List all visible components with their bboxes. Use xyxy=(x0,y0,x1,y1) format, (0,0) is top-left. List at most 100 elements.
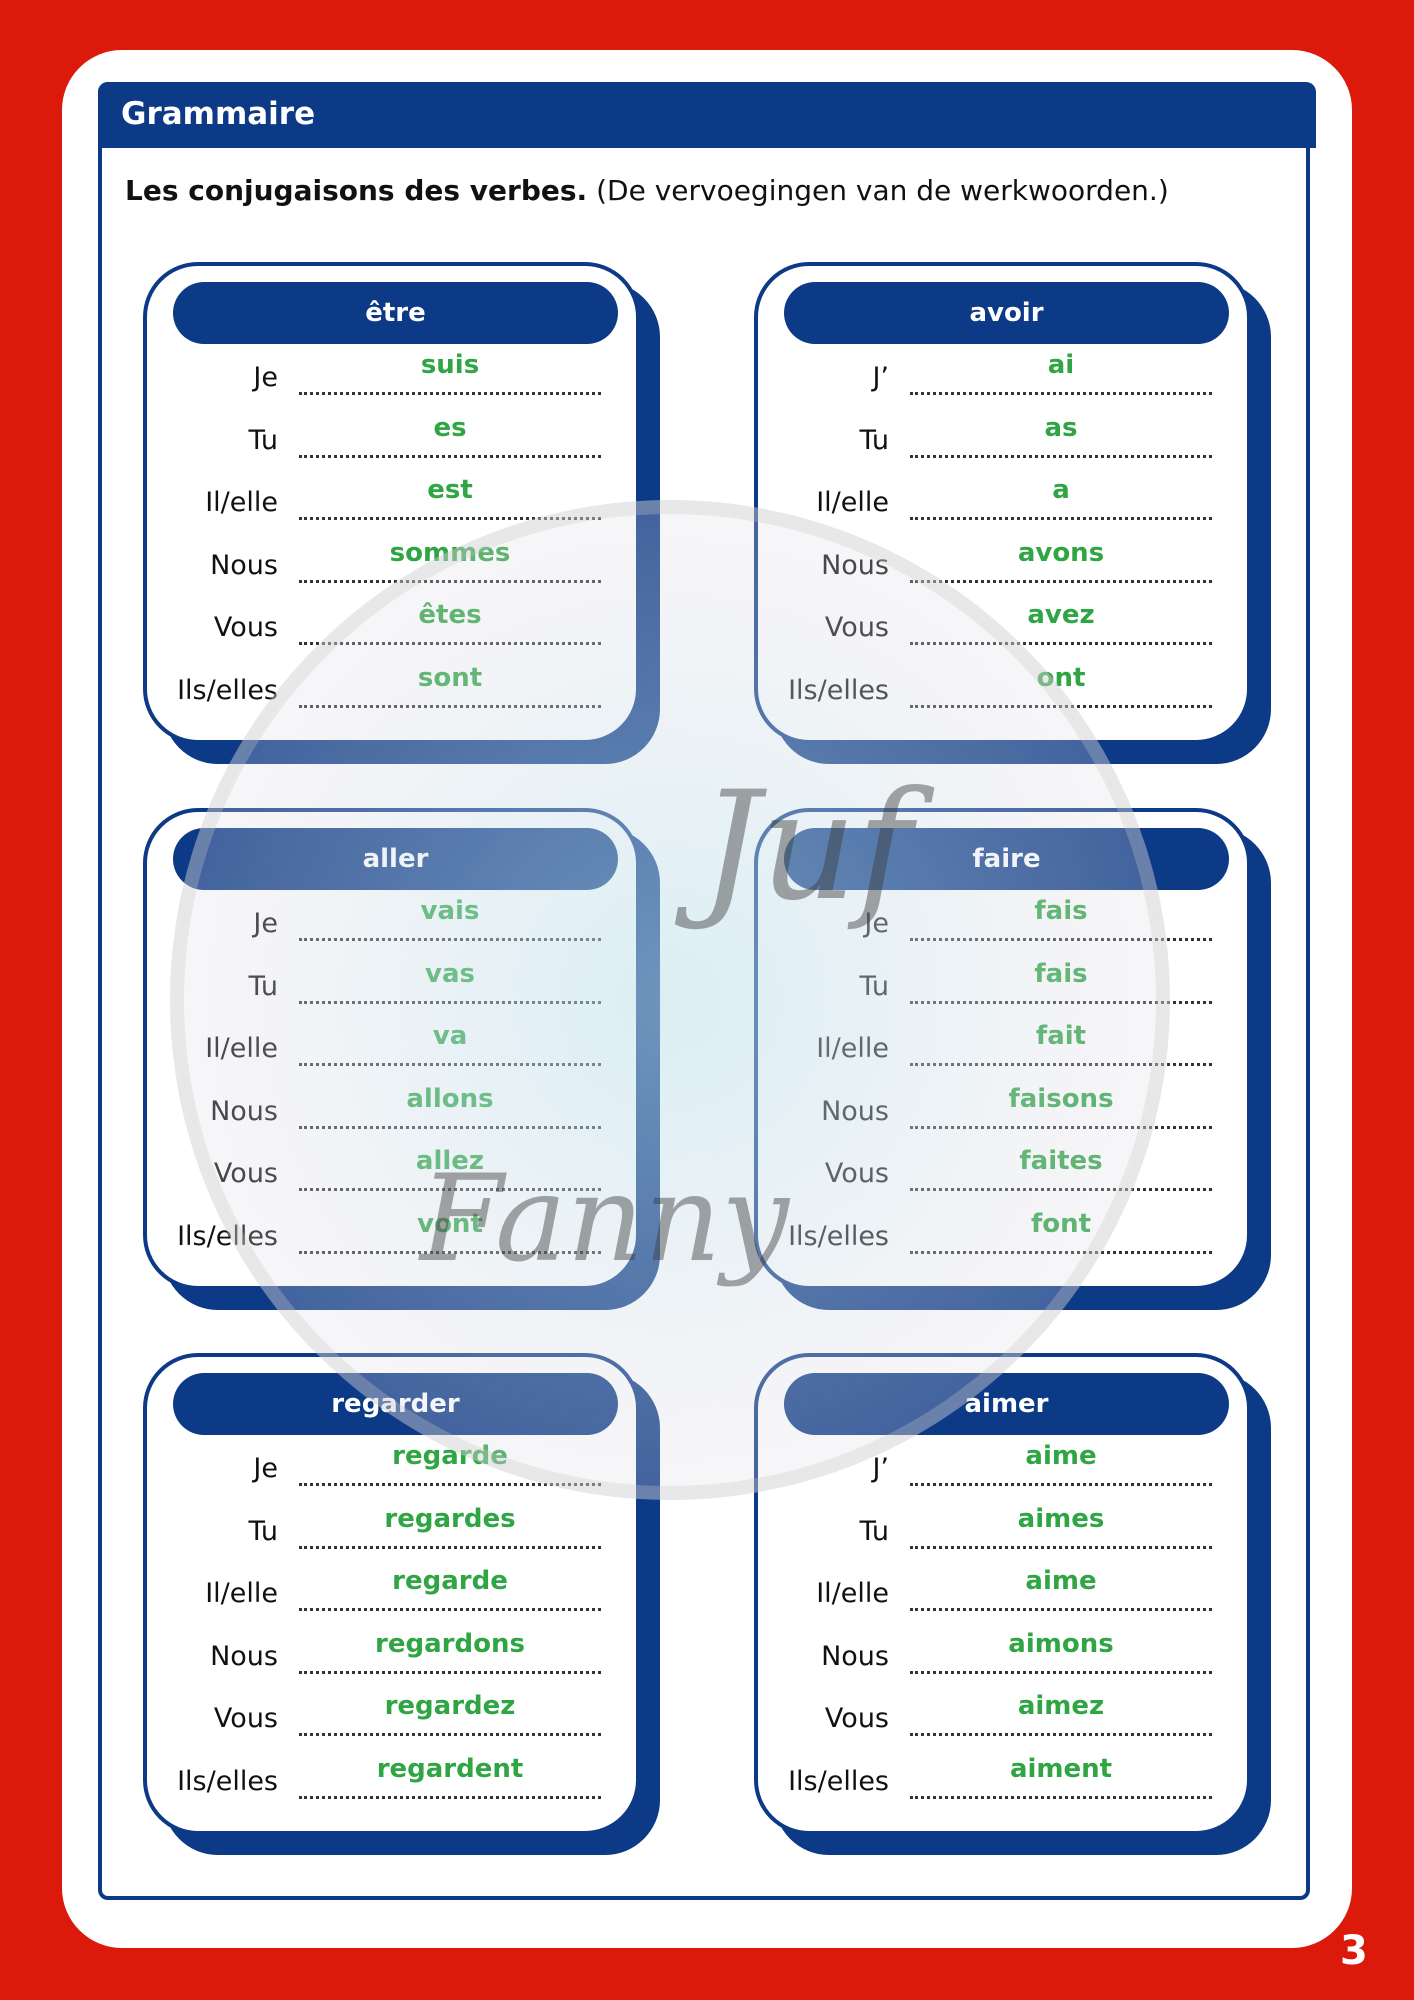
answer: ont xyxy=(1036,662,1086,693)
answer: regarde xyxy=(392,1441,508,1471)
pronoun: Tu xyxy=(248,970,278,1002)
answer: regardez xyxy=(384,1691,516,1721)
pronoun: Ils/elles xyxy=(788,1765,889,1797)
answer: regarde xyxy=(392,1566,508,1596)
answer-line xyxy=(299,1733,601,1736)
answer-line xyxy=(299,1250,601,1254)
answer: fais xyxy=(1034,958,1088,989)
answer-line xyxy=(299,1125,601,1129)
answer-line xyxy=(910,642,1212,645)
answer-line xyxy=(299,1608,601,1611)
answer: regardes xyxy=(384,1503,516,1534)
verb-title: aimer xyxy=(784,1373,1229,1435)
answer: as xyxy=(1044,412,1078,443)
pronoun: Il/elle xyxy=(205,1578,278,1609)
answer: allons xyxy=(406,1083,494,1114)
answer: faisons xyxy=(1008,1083,1114,1114)
answer: êtes xyxy=(418,600,482,630)
pronoun: Tu xyxy=(248,1515,278,1547)
answer: est xyxy=(427,475,473,505)
answer-line xyxy=(910,392,1212,395)
answer: aime xyxy=(1025,1441,1097,1471)
answer-line xyxy=(910,1733,1212,1736)
answer-line xyxy=(299,1188,601,1191)
answer-line xyxy=(299,1483,601,1486)
answer: allez xyxy=(415,1146,485,1176)
pronoun: Tu xyxy=(859,970,889,1002)
answer-line xyxy=(299,579,601,583)
answer-line xyxy=(299,1670,601,1674)
header-title: Grammaire xyxy=(121,96,316,132)
pronoun: Je xyxy=(864,908,889,939)
pronoun: Il/elle xyxy=(816,487,889,518)
answer-line xyxy=(910,1063,1212,1066)
instruction-bold: Les conjugaisons des verbes. xyxy=(125,174,588,207)
answer-line xyxy=(910,1795,1212,1799)
pronoun: Je xyxy=(253,362,278,393)
answer: a xyxy=(1052,475,1070,505)
verb-title: être xyxy=(173,282,618,344)
answer-line xyxy=(299,1000,601,1004)
answer-line xyxy=(299,1545,601,1549)
pronoun: Il/elle xyxy=(816,1033,889,1064)
pronoun: Nous xyxy=(210,1640,278,1672)
answer-line xyxy=(299,1795,601,1799)
answer: vais xyxy=(420,896,480,926)
pronoun: Nous xyxy=(210,549,278,581)
answer-line xyxy=(910,1608,1212,1611)
answer: avons xyxy=(1017,537,1105,568)
answer-line xyxy=(910,1250,1212,1254)
answer-line xyxy=(299,642,601,645)
answer-line xyxy=(910,1188,1212,1191)
answer: sont xyxy=(417,662,483,693)
pronoun: Vous xyxy=(213,1158,278,1189)
answer: es xyxy=(433,412,467,443)
answer: font xyxy=(1030,1208,1092,1239)
pronoun: Il/elle xyxy=(816,1578,889,1609)
answer: aimes xyxy=(1017,1503,1105,1534)
pronoun: J’ xyxy=(872,362,889,393)
answer: suis xyxy=(420,350,480,380)
pronoun: Vous xyxy=(213,1703,278,1734)
answer-line xyxy=(910,579,1212,583)
answer-line xyxy=(299,392,601,395)
pronoun: Vous xyxy=(824,1703,889,1734)
answer-line xyxy=(299,938,601,941)
answer: aimez xyxy=(1017,1691,1105,1721)
answer-line xyxy=(910,517,1212,520)
answer: sommes xyxy=(389,537,511,568)
answer-line xyxy=(910,1670,1212,1674)
answer: regardons xyxy=(375,1628,525,1659)
verb-title: faire xyxy=(784,828,1229,890)
pronoun: Il/elle xyxy=(205,487,278,518)
page-number: 3 xyxy=(1340,1928,1368,1974)
pronoun: Nous xyxy=(821,549,889,581)
verb-title: aller xyxy=(173,828,618,890)
pronoun: J’ xyxy=(872,1453,889,1484)
answer: vont xyxy=(417,1208,483,1239)
answer: fait xyxy=(1035,1021,1087,1051)
answer-line xyxy=(910,1483,1212,1486)
pronoun: Nous xyxy=(821,1095,889,1127)
answer-line xyxy=(299,1063,601,1066)
answer: ai xyxy=(1047,350,1075,380)
answer-line xyxy=(910,1545,1212,1549)
pronoun: Ils/elles xyxy=(177,674,278,706)
answer: faites xyxy=(1019,1146,1103,1176)
answer: vas xyxy=(425,958,475,989)
pronoun: Ils/elles xyxy=(177,1220,278,1252)
verb-title: avoir xyxy=(784,282,1229,344)
pronoun: Ils/elles xyxy=(788,1220,889,1252)
pronoun: Tu xyxy=(859,424,889,456)
pronoun: Il/elle xyxy=(205,1033,278,1064)
answer: aiment xyxy=(1009,1753,1113,1784)
answer-line xyxy=(299,454,601,458)
pronoun: Nous xyxy=(821,1640,889,1672)
answer: aimons xyxy=(1008,1628,1114,1659)
answer: avez xyxy=(1027,600,1095,630)
pronoun: Je xyxy=(253,1453,278,1484)
answer-line xyxy=(910,1125,1212,1129)
answer-line xyxy=(910,938,1212,941)
answer: fais xyxy=(1034,896,1088,926)
header-bar xyxy=(98,82,1316,148)
